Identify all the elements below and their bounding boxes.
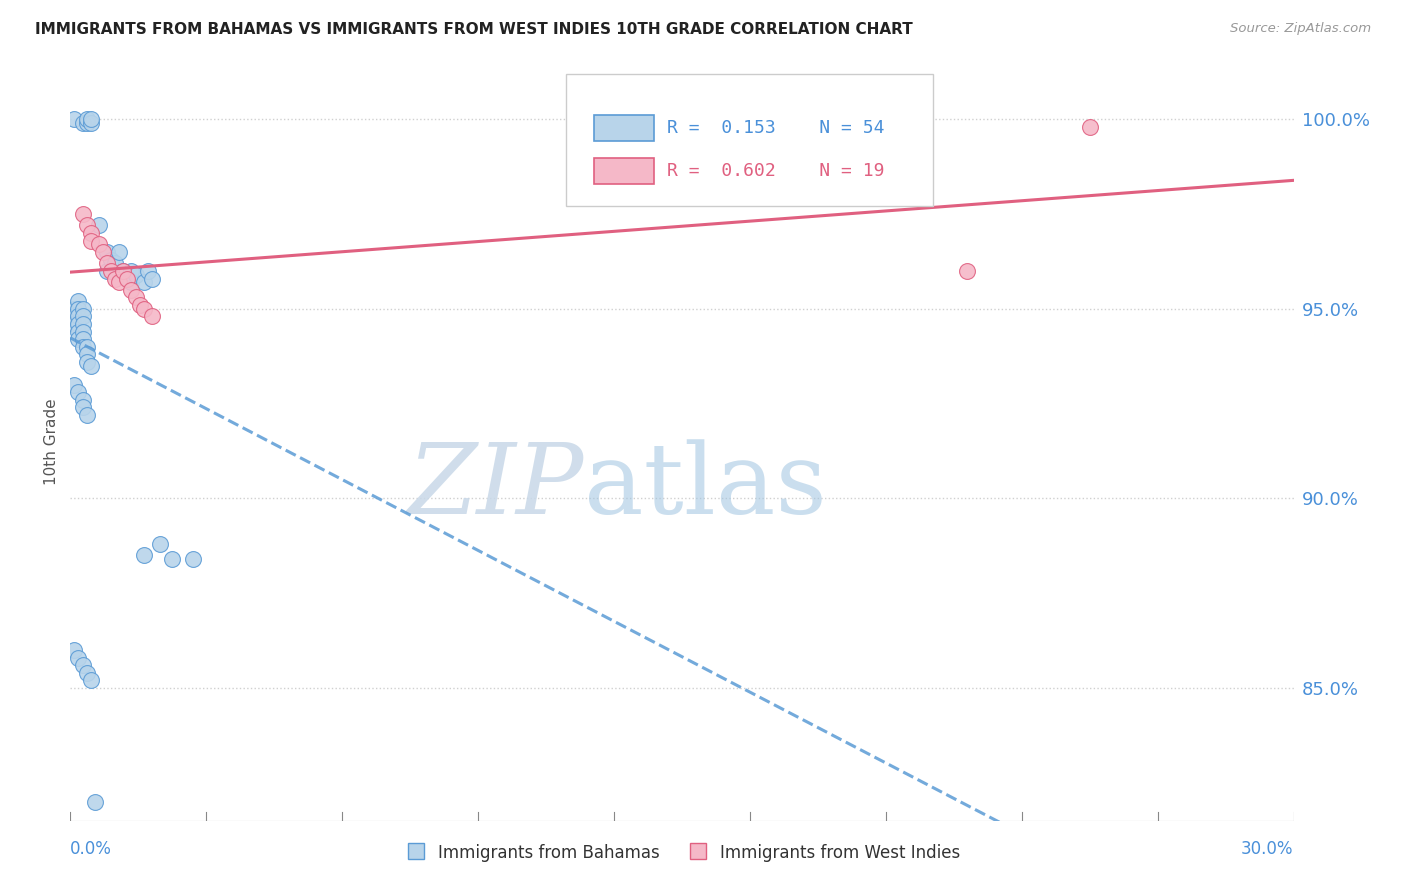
- Text: R =  0.602    N = 19: R = 0.602 N = 19: [668, 161, 884, 180]
- Point: [87, 219, 110, 233]
- Point: [63, 377, 86, 392]
- Point: [132, 275, 155, 289]
- Point: [132, 301, 155, 316]
- Point: [79, 359, 103, 373]
- Point: [112, 264, 135, 278]
- Point: [63, 301, 86, 316]
- Point: [121, 264, 143, 278]
- Point: [76, 112, 98, 127]
- Point: [63, 643, 86, 657]
- Point: [67, 325, 90, 339]
- Point: [72, 207, 94, 221]
- Point: [79, 673, 103, 688]
- Point: [96, 256, 118, 270]
- Point: [72, 401, 94, 415]
- Point: [72, 116, 94, 130]
- FancyBboxPatch shape: [593, 158, 654, 184]
- FancyBboxPatch shape: [593, 115, 654, 141]
- Point: [100, 252, 122, 267]
- Point: [72, 310, 94, 324]
- Point: [76, 116, 98, 130]
- Point: [67, 650, 90, 665]
- Point: [108, 244, 131, 259]
- Point: [141, 271, 163, 285]
- Point: [121, 283, 143, 297]
- Point: [96, 244, 118, 259]
- Point: [72, 332, 94, 346]
- Point: [104, 256, 127, 270]
- Text: 30.0%: 30.0%: [1241, 839, 1294, 857]
- Point: [121, 275, 143, 289]
- Point: [79, 116, 103, 130]
- Point: [149, 537, 172, 551]
- Point: [76, 408, 98, 422]
- Point: [76, 355, 98, 369]
- Text: ZIP: ZIP: [408, 440, 583, 534]
- Point: [83, 795, 105, 809]
- Point: [67, 332, 90, 346]
- Point: [63, 112, 86, 127]
- Point: [72, 301, 94, 316]
- Point: [87, 237, 110, 252]
- Text: IMMIGRANTS FROM BAHAMAS VS IMMIGRANTS FROM WEST INDIES 10TH GRADE CORRELATION CH: IMMIGRANTS FROM BAHAMAS VS IMMIGRANTS FR…: [35, 22, 912, 37]
- Point: [100, 264, 122, 278]
- Point: [67, 294, 90, 309]
- Point: [72, 340, 94, 354]
- Point: [67, 317, 90, 331]
- Point: [136, 264, 159, 278]
- Point: [76, 340, 98, 354]
- Point: [79, 226, 103, 240]
- FancyBboxPatch shape: [565, 74, 932, 207]
- Point: [104, 271, 127, 285]
- Text: atlas: atlas: [583, 439, 827, 535]
- Point: [91, 244, 114, 259]
- Point: [72, 317, 94, 331]
- Text: 0.0%: 0.0%: [70, 839, 112, 857]
- Point: [96, 264, 118, 278]
- Point: [63, 310, 86, 324]
- Point: [67, 385, 90, 400]
- Y-axis label: 10th Grade: 10th Grade: [44, 398, 59, 485]
- Point: [67, 310, 90, 324]
- Point: [162, 552, 183, 566]
- Point: [124, 290, 146, 304]
- Point: [1078, 120, 1101, 134]
- Point: [76, 347, 98, 361]
- Point: [76, 219, 98, 233]
- Point: [141, 310, 163, 324]
- Point: [76, 665, 98, 680]
- Point: [128, 298, 150, 312]
- Point: [67, 301, 90, 316]
- Point: [117, 271, 139, 285]
- Text: R =  0.153    N = 54: R = 0.153 N = 54: [668, 119, 884, 136]
- Point: [72, 392, 94, 407]
- Point: [63, 317, 86, 331]
- Point: [132, 548, 155, 562]
- Legend: Immigrants from Bahamas, Immigrants from West Indies: Immigrants from Bahamas, Immigrants from…: [396, 837, 967, 869]
- Point: [124, 268, 146, 282]
- Point: [112, 264, 135, 278]
- Text: Source: ZipAtlas.com: Source: ZipAtlas.com: [1230, 22, 1371, 36]
- Point: [72, 658, 94, 673]
- Point: [79, 112, 103, 127]
- Point: [956, 264, 979, 278]
- Point: [181, 552, 204, 566]
- Point: [108, 275, 131, 289]
- Point: [117, 271, 139, 285]
- Point: [72, 325, 94, 339]
- Point: [79, 234, 103, 248]
